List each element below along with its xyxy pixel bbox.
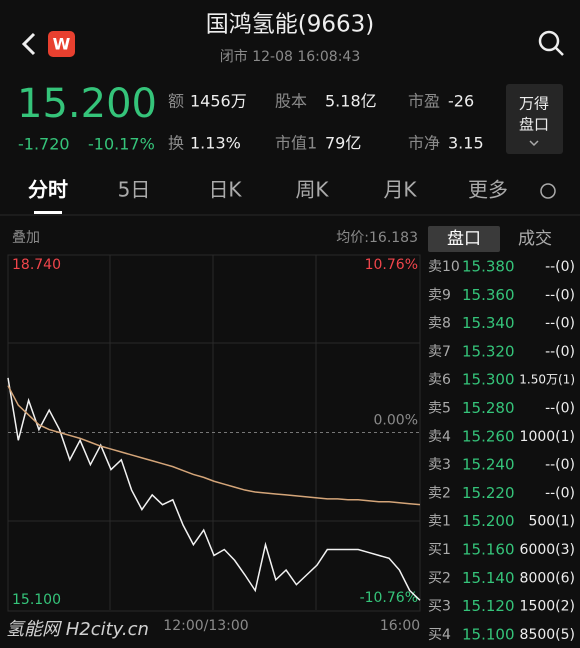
book-price: 15.300 xyxy=(462,371,515,389)
y2-tick-label: 10.76% xyxy=(365,257,418,273)
book-price: 15.380 xyxy=(462,258,515,276)
subtitle: 闭市 12-08 16:08:43 xyxy=(220,48,360,65)
book-label: 卖2 xyxy=(428,485,451,501)
book-price: 15.260 xyxy=(462,427,515,445)
price: 15.200 xyxy=(17,81,157,127)
depth-button[interactable] xyxy=(506,84,563,154)
stat-value: 3.15 xyxy=(448,134,484,153)
button-line: 盘口 xyxy=(519,116,549,134)
stat-label: 股本 xyxy=(275,92,307,111)
stat-label: 市净 xyxy=(408,134,440,153)
settings-button[interactable] xyxy=(540,183,556,199)
x-tick-label: 16:00 xyxy=(380,618,420,634)
side-tab[interactable]: 成交 xyxy=(518,229,552,249)
stat-label: 换 xyxy=(168,134,184,153)
stat-value: -26 xyxy=(448,92,474,111)
book-label: 卖9 xyxy=(428,287,451,303)
book-price: 15.140 xyxy=(462,569,515,587)
y-tick-label: 15.100 xyxy=(12,592,61,608)
overlay-label[interactable]: 叠加 xyxy=(12,230,40,246)
book-volume: --(0) xyxy=(545,401,575,417)
book-price: 15.100 xyxy=(462,625,515,643)
app-icon[interactable] xyxy=(48,31,75,57)
side-tab[interactable]: 盘口 xyxy=(447,229,481,249)
book-label: 卖8 xyxy=(428,316,451,332)
series-line xyxy=(7,385,421,506)
stat-value: 1.13% xyxy=(190,134,241,153)
book-volume: 500(1) xyxy=(528,514,575,530)
book-price: 15.120 xyxy=(462,597,515,615)
search-handle xyxy=(555,47,564,56)
stat-value: 1456万 xyxy=(190,92,247,111)
book-volume: --(0) xyxy=(545,287,575,303)
book-label: 卖5 xyxy=(428,401,451,417)
book-price: 15.160 xyxy=(462,541,515,559)
book-label: 卖10 xyxy=(428,259,460,275)
book-volume: --(0) xyxy=(545,344,575,360)
book-price: 15.200 xyxy=(462,512,515,530)
book-price: 15.320 xyxy=(462,342,515,360)
book-label: 买3 xyxy=(428,599,451,615)
book-price: 15.360 xyxy=(462,286,515,304)
title: 国鸿氢能(9663) xyxy=(206,12,374,38)
book-label: 买4 xyxy=(428,627,451,643)
chevron xyxy=(529,140,539,147)
stat-value: 5.18亿 xyxy=(325,92,377,111)
watermark: 氢能网 H2city.cn xyxy=(6,619,149,640)
book-volume: --(0) xyxy=(545,259,575,275)
book-label: 卖4 xyxy=(428,429,451,445)
book-label: 买2 xyxy=(428,570,451,586)
book-price: 15.220 xyxy=(462,484,515,502)
stat-label: 市盈 xyxy=(408,92,440,111)
book-label: 卖3 xyxy=(428,457,451,473)
book-volume: 8000(6) xyxy=(520,570,575,586)
button-line: 万得 xyxy=(519,95,549,113)
icon-glyph: W xyxy=(53,35,71,54)
book-volume: 1.50万(1) xyxy=(519,373,575,387)
y-tick-label: 18.740 xyxy=(12,257,61,273)
book-label: 卖1 xyxy=(428,514,451,530)
book-price: 15.340 xyxy=(462,314,515,332)
side-tab-active[interactable] xyxy=(428,226,500,252)
book-volume: 1500(2) xyxy=(520,599,575,615)
book-volume: 6000(3) xyxy=(520,542,575,558)
book-label: 买1 xyxy=(428,542,451,558)
book-volume: --(0) xyxy=(545,457,575,473)
back-button[interactable] xyxy=(21,32,36,56)
tab[interactable]: 月K xyxy=(383,178,417,202)
y2-tick-label: 0.00% xyxy=(374,413,418,429)
book-label: 卖7 xyxy=(428,344,451,360)
tab[interactable]: 更多 xyxy=(468,178,508,202)
change-pct: -10.17% xyxy=(88,135,155,154)
tab[interactable]: 5日 xyxy=(118,178,151,202)
tab[interactable]: 日K xyxy=(208,178,242,202)
change: -1.720 xyxy=(18,135,70,154)
book-volume: 1000(1) xyxy=(520,429,575,445)
book-price: 15.240 xyxy=(462,456,515,474)
tab[interactable]: 分时 xyxy=(28,178,68,202)
book-price: 15.280 xyxy=(462,399,515,417)
book-volume: --(0) xyxy=(545,485,575,501)
search-button[interactable] xyxy=(538,30,560,52)
stat-label: 市值1 xyxy=(275,134,317,153)
book-volume: --(0) xyxy=(545,316,575,332)
tab[interactable]: 周K xyxy=(295,178,329,202)
series-line xyxy=(7,377,421,601)
x-tick-label: 12:00/13:00 xyxy=(163,618,248,634)
avg-price: 均价:16.183 xyxy=(336,230,418,246)
book-volume: 8500(5) xyxy=(520,627,575,643)
tab-underline xyxy=(34,211,62,214)
stat-label: 额 xyxy=(168,92,184,111)
stat-value: 79亿 xyxy=(325,134,361,153)
book-label: 卖6 xyxy=(428,372,451,388)
y2-tick-label: -10.76% xyxy=(360,590,418,606)
